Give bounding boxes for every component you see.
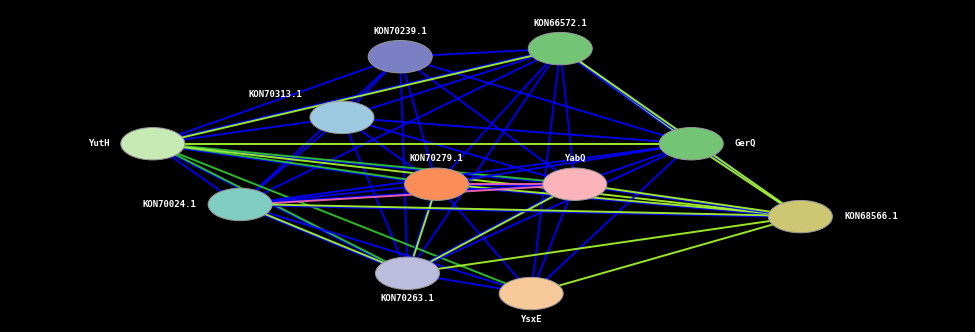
Text: KON70263.1: KON70263.1: [380, 294, 434, 303]
Text: KON70024.1: KON70024.1: [142, 200, 196, 209]
Ellipse shape: [375, 257, 440, 290]
Ellipse shape: [208, 188, 272, 221]
Text: GerQ: GerQ: [735, 139, 757, 148]
Text: KON70279.1: KON70279.1: [410, 154, 463, 163]
Ellipse shape: [121, 127, 185, 160]
Text: YutH: YutH: [88, 139, 109, 148]
Ellipse shape: [405, 168, 469, 201]
Text: YabQ: YabQ: [565, 154, 586, 163]
Ellipse shape: [369, 41, 432, 73]
Ellipse shape: [659, 127, 723, 160]
Ellipse shape: [543, 168, 606, 201]
Text: KON68566.1: KON68566.1: [844, 212, 898, 221]
Text: KON70239.1: KON70239.1: [373, 27, 427, 36]
Text: KON70313.1: KON70313.1: [249, 90, 302, 99]
Text: KON66572.1: KON66572.1: [533, 19, 587, 28]
Ellipse shape: [528, 33, 592, 65]
Ellipse shape: [768, 201, 833, 233]
Ellipse shape: [310, 101, 374, 133]
Text: YsxE: YsxE: [521, 315, 542, 324]
Ellipse shape: [499, 277, 564, 310]
